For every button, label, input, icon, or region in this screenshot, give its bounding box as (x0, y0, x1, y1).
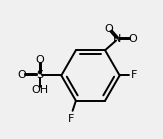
Text: F: F (68, 114, 74, 124)
Text: O: O (128, 34, 137, 44)
Text: F: F (131, 70, 137, 80)
Text: O: O (17, 70, 26, 80)
Text: OH: OH (31, 85, 48, 95)
Text: O: O (35, 55, 44, 65)
Text: S: S (36, 70, 43, 80)
Text: O: O (104, 24, 113, 34)
Text: N: N (113, 34, 121, 44)
